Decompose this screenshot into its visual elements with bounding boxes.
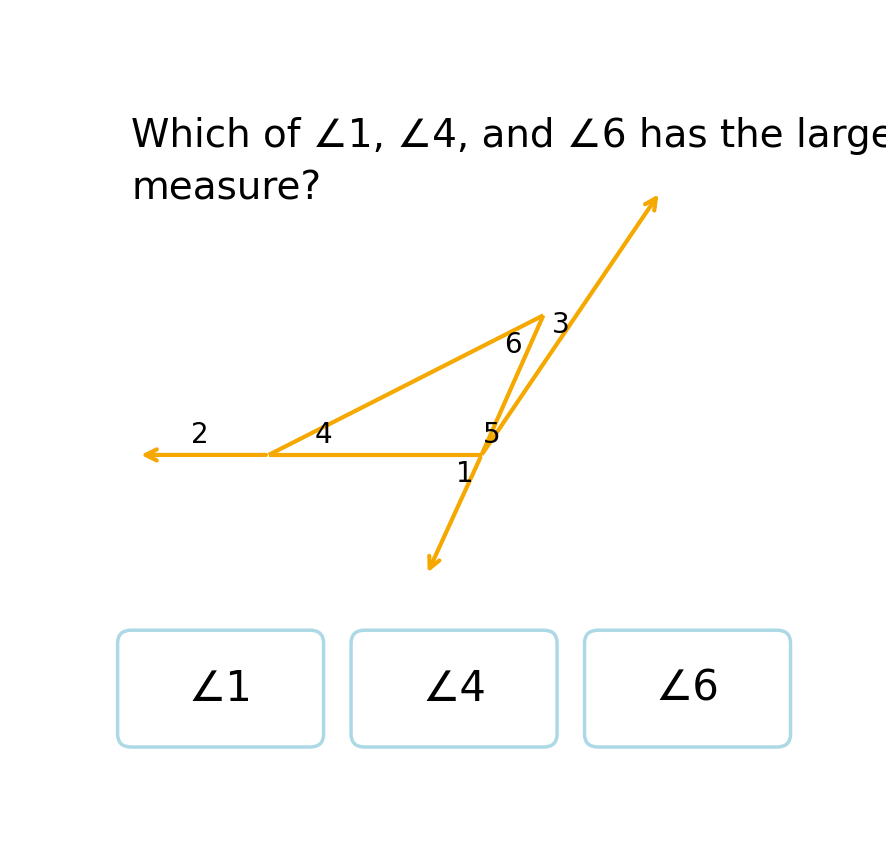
Text: ∠6: ∠6	[656, 668, 719, 710]
Text: 6: 6	[503, 330, 521, 358]
Text: Which of ∠1, ∠4, and ∠6 has the largest: Which of ∠1, ∠4, and ∠6 has the largest	[131, 117, 886, 155]
Text: 1: 1	[455, 460, 473, 488]
FancyBboxPatch shape	[585, 631, 790, 747]
Text: 5: 5	[483, 422, 501, 449]
FancyBboxPatch shape	[118, 631, 323, 747]
Text: 2: 2	[191, 422, 209, 449]
Text: ∠1: ∠1	[189, 668, 253, 710]
Text: measure?: measure?	[131, 169, 322, 207]
FancyBboxPatch shape	[351, 631, 557, 747]
Text: 3: 3	[552, 311, 570, 339]
Text: 4: 4	[315, 422, 332, 449]
Text: ∠4: ∠4	[422, 668, 486, 710]
